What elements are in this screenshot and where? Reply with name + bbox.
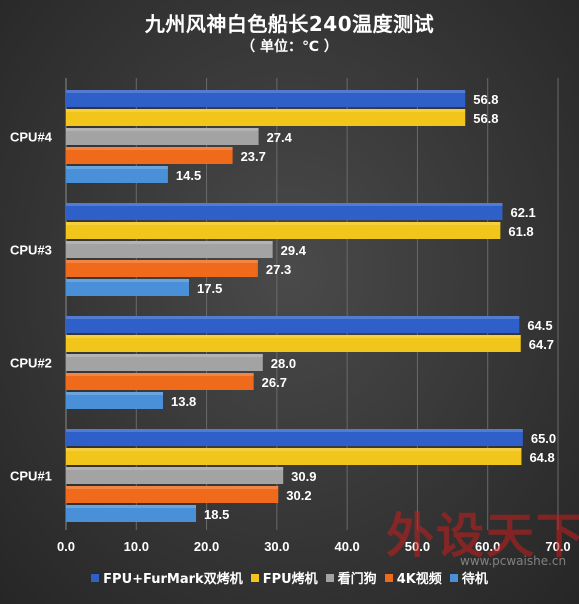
legend-item: FPU烤机	[250, 568, 318, 587]
legend-swatch	[449, 573, 458, 582]
legend-swatch	[91, 573, 100, 582]
data-label: 56.8	[473, 111, 498, 126]
bar-highlight	[66, 429, 523, 432]
legend-swatch	[384, 573, 393, 582]
chart-title: 九州风神白色船长240温度测试	[144, 12, 435, 36]
bar	[66, 486, 279, 503]
bar	[66, 505, 197, 522]
bar-highlight	[66, 241, 273, 244]
legend-swatch	[325, 573, 334, 582]
x-tick-label: 40.0	[334, 539, 359, 554]
chart-subtitle: （ 单位：℃ ）	[241, 39, 338, 55]
data-label: 28.0	[271, 356, 296, 371]
bar	[66, 203, 503, 220]
legend-label: FPU烤机	[262, 572, 318, 587]
bar	[66, 354, 263, 371]
legend-label: 4K视频	[396, 572, 442, 587]
data-label: 61.8	[508, 224, 533, 239]
data-label: 30.9	[291, 469, 316, 484]
bar-highlight	[66, 147, 233, 150]
x-tick-label: 20.0	[194, 539, 219, 554]
legend-label: 待机	[461, 572, 488, 587]
data-label: 13.8	[171, 394, 196, 409]
bar-highlight	[66, 354, 263, 357]
x-tick-label: 0.0	[57, 539, 75, 554]
bar-highlight	[66, 505, 197, 508]
bar-highlight	[66, 203, 503, 206]
bar-highlight	[66, 316, 520, 319]
data-label: 17.5	[197, 281, 222, 296]
x-tick-label: 50.0	[405, 539, 430, 554]
bar-highlight	[66, 486, 279, 489]
legend-item: FPU+FurMark双烤机	[91, 568, 243, 587]
bar	[66, 128, 259, 145]
bar-highlight	[66, 392, 163, 395]
bar	[66, 222, 501, 239]
x-tick-label: 60.0	[475, 539, 500, 554]
category-label: CPU#1	[10, 469, 52, 484]
bar	[66, 335, 521, 352]
category-label: CPU#2	[10, 356, 52, 371]
category-label: CPU#4	[10, 130, 53, 145]
data-label: 64.7	[529, 337, 554, 352]
bar-highlight	[66, 90, 466, 93]
bar	[66, 448, 522, 465]
x-tick-label: 70.0	[545, 539, 570, 554]
bar	[66, 373, 254, 390]
bar	[66, 392, 163, 409]
data-label: 56.8	[473, 92, 498, 107]
bar	[66, 279, 189, 296]
data-label: 30.2	[286, 488, 311, 503]
bar-highlight	[66, 373, 254, 376]
bar	[66, 109, 466, 126]
data-label: 26.7	[262, 375, 287, 390]
bar-highlight	[66, 467, 284, 470]
bar	[66, 166, 168, 183]
chart-legend: FPU+FurMark双烤机 FPU烤机 看门狗 4K视频 待机	[0, 568, 579, 587]
bar	[66, 467, 284, 484]
bar	[66, 429, 523, 446]
legend-item: 4K视频	[384, 568, 442, 587]
legend-label: FPU+FurMark双烤机	[103, 572, 243, 587]
data-label: 62.1	[510, 205, 535, 220]
bar-highlight	[66, 166, 168, 169]
bar-highlight	[66, 222, 501, 225]
bar-highlight	[66, 335, 521, 338]
bar-highlight	[66, 448, 522, 451]
bar	[66, 260, 258, 277]
legend-item: 待机	[449, 568, 488, 587]
bar-highlight	[66, 260, 258, 263]
legend-item: 看门狗	[325, 568, 377, 587]
legend-swatch	[250, 573, 259, 582]
data-label: 64.5	[527, 318, 552, 333]
bar	[66, 316, 520, 333]
data-label: 27.4	[267, 130, 293, 145]
data-label: 65.0	[531, 431, 556, 446]
bar	[66, 90, 466, 107]
data-label: 23.7	[241, 149, 266, 164]
bar-highlight	[66, 109, 466, 112]
category-label: CPU#3	[10, 243, 52, 258]
bar	[66, 241, 273, 258]
data-label: 27.3	[266, 262, 291, 277]
x-tick-label: 30.0	[264, 539, 289, 554]
data-label: 29.4	[281, 243, 307, 258]
data-label: 14.5	[176, 168, 201, 183]
data-label: 18.5	[204, 507, 229, 522]
bar-highlight	[66, 279, 189, 282]
legend-label: 看门狗	[337, 572, 377, 587]
data-label: 64.8	[529, 450, 554, 465]
bar-highlight	[66, 128, 259, 131]
bar	[66, 147, 233, 164]
x-tick-label: 10.0	[124, 539, 149, 554]
